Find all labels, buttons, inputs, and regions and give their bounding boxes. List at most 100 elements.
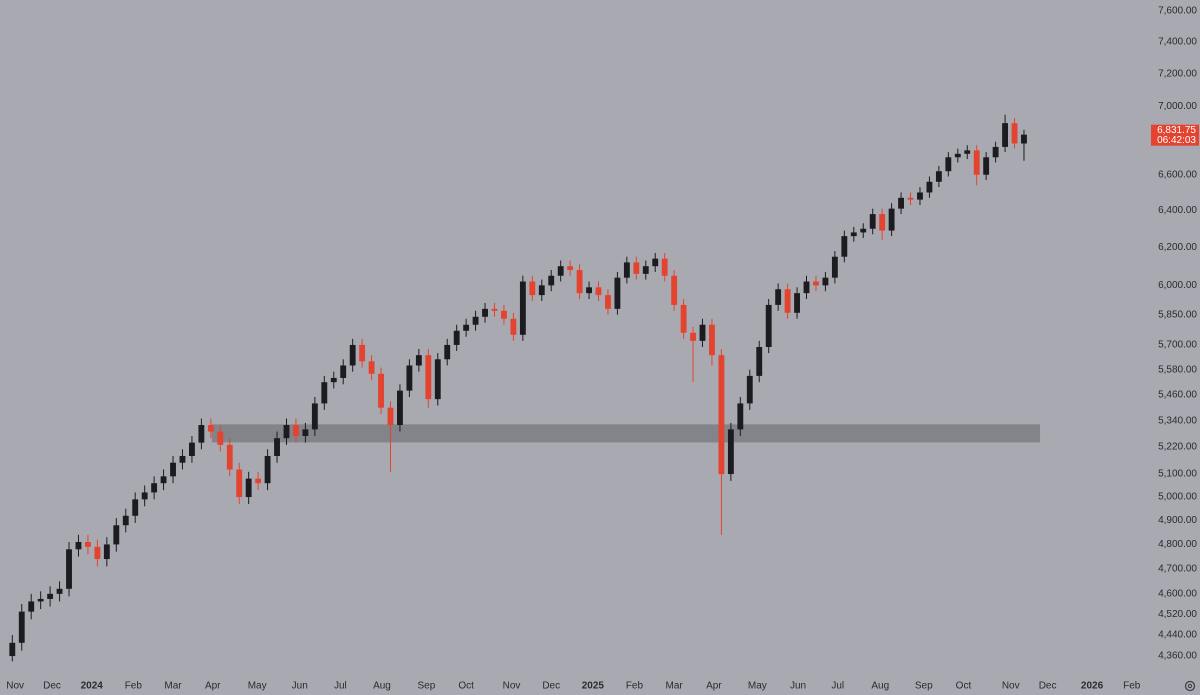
y-tick-label: 5,220.00 (1158, 442, 1197, 453)
candle-body (586, 287, 592, 294)
x-tick-label: Dec (542, 681, 560, 692)
candle-body (538, 285, 545, 296)
x-tick-label: Sep (915, 681, 933, 692)
y-tick-label: 6,400.00 (1158, 205, 1197, 216)
y-tick-label: 5,340.00 (1158, 415, 1197, 426)
y-tick-label: 4,700.00 (1158, 564, 1197, 575)
candle-body (973, 150, 980, 175)
candle-body (425, 355, 432, 400)
candle-body (406, 365, 413, 391)
candle-body (519, 281, 526, 335)
candle-body (482, 308, 488, 317)
candle-body (359, 344, 366, 362)
y-tick-label: 4,800.00 (1158, 539, 1197, 550)
x-tick-label: Apr (706, 681, 722, 692)
candle-body (160, 476, 167, 484)
candle-body (510, 318, 517, 335)
candle-body (926, 181, 933, 193)
candle-body (226, 444, 233, 470)
candle-body (917, 192, 923, 200)
candle-body (983, 157, 990, 175)
candle-body (387, 407, 394, 426)
x-tick-label: Nov (6, 681, 24, 692)
candle-body (207, 425, 214, 432)
candle-body (283, 425, 290, 439)
candle-body (463, 324, 470, 331)
candle-body (340, 365, 347, 378)
candle-body (775, 289, 782, 305)
candle-body (888, 208, 895, 231)
x-tick-label: Dec (43, 681, 61, 692)
candle-body (964, 150, 971, 154)
candle-body (954, 153, 961, 158)
candle-body (529, 281, 536, 296)
y-tick-label: 6,200.00 (1158, 242, 1197, 253)
candle-body (623, 262, 630, 278)
y-tick-label: 4,440.00 (1158, 630, 1197, 641)
x-tick-label: Feb (125, 681, 143, 692)
candle-body (302, 429, 309, 436)
candle-body (170, 462, 176, 477)
x-tick-label: May (248, 681, 267, 692)
candle-body (491, 308, 498, 311)
candle-body (756, 346, 763, 376)
candle-body (245, 478, 252, 498)
candle-body (378, 373, 384, 408)
x-tick-label: Jun (790, 681, 806, 692)
candle-body (434, 359, 441, 400)
candle-body (151, 483, 158, 493)
y-tick-label: 5,580.00 (1158, 364, 1197, 375)
candle-body (784, 289, 791, 313)
x-tick-label: Jul (334, 681, 347, 692)
x-tick-label: May (748, 681, 767, 692)
candle-body (850, 232, 857, 237)
candle-body (501, 310, 507, 319)
candle-body (264, 455, 271, 484)
candle-body (113, 525, 120, 545)
candle-body (75, 542, 82, 550)
candle-body (595, 287, 602, 296)
y-tick-label: 4,520.00 (1158, 609, 1197, 620)
x-tick-label: Oct (956, 681, 972, 692)
candle-body (794, 293, 800, 313)
candle-body (198, 425, 205, 443)
x-tick-label: Dec (1039, 681, 1057, 692)
candle-body (103, 544, 110, 560)
candle-body (935, 171, 942, 182)
candle-body (822, 277, 829, 286)
candle-body (907, 197, 914, 200)
candle-body (841, 236, 848, 257)
x-tick-label: Apr (205, 681, 221, 692)
x-tick-label: Aug (871, 681, 889, 692)
candle-body (633, 262, 640, 274)
y-tick-label: 7,200.00 (1158, 68, 1197, 79)
y-tick-label: 5,460.00 (1158, 390, 1197, 401)
candle-body (690, 332, 696, 341)
candle-body (66, 549, 72, 589)
y-tick-label: 7,000.00 (1158, 101, 1197, 112)
candle-body (85, 542, 91, 547)
candle-body (293, 425, 299, 436)
x-tick-label: 2024 (81, 681, 104, 692)
settings-icon[interactable] (1184, 680, 1196, 692)
y-tick-label: 7,400.00 (1158, 37, 1197, 48)
candle-body (1002, 123, 1008, 147)
countdown-label: 06:42:03 (1157, 135, 1196, 146)
y-tick-label: 5,700.00 (1158, 340, 1197, 351)
last-price-label: 6,831.75 (1157, 125, 1196, 136)
candle-body (274, 438, 280, 456)
candle-body (718, 355, 725, 475)
x-tick-label: Nov (503, 681, 521, 692)
candle-body (321, 382, 328, 404)
candle-body (898, 197, 904, 209)
candle-body (28, 601, 35, 612)
y-tick-label: 5,100.00 (1158, 469, 1197, 480)
candle-body (236, 469, 243, 498)
candle-body (699, 324, 706, 341)
candle-body (860, 228, 867, 233)
candle-body (397, 390, 403, 426)
x-tick-label: Feb (626, 681, 644, 692)
candle-body (813, 281, 819, 286)
candle-body (831, 256, 838, 278)
